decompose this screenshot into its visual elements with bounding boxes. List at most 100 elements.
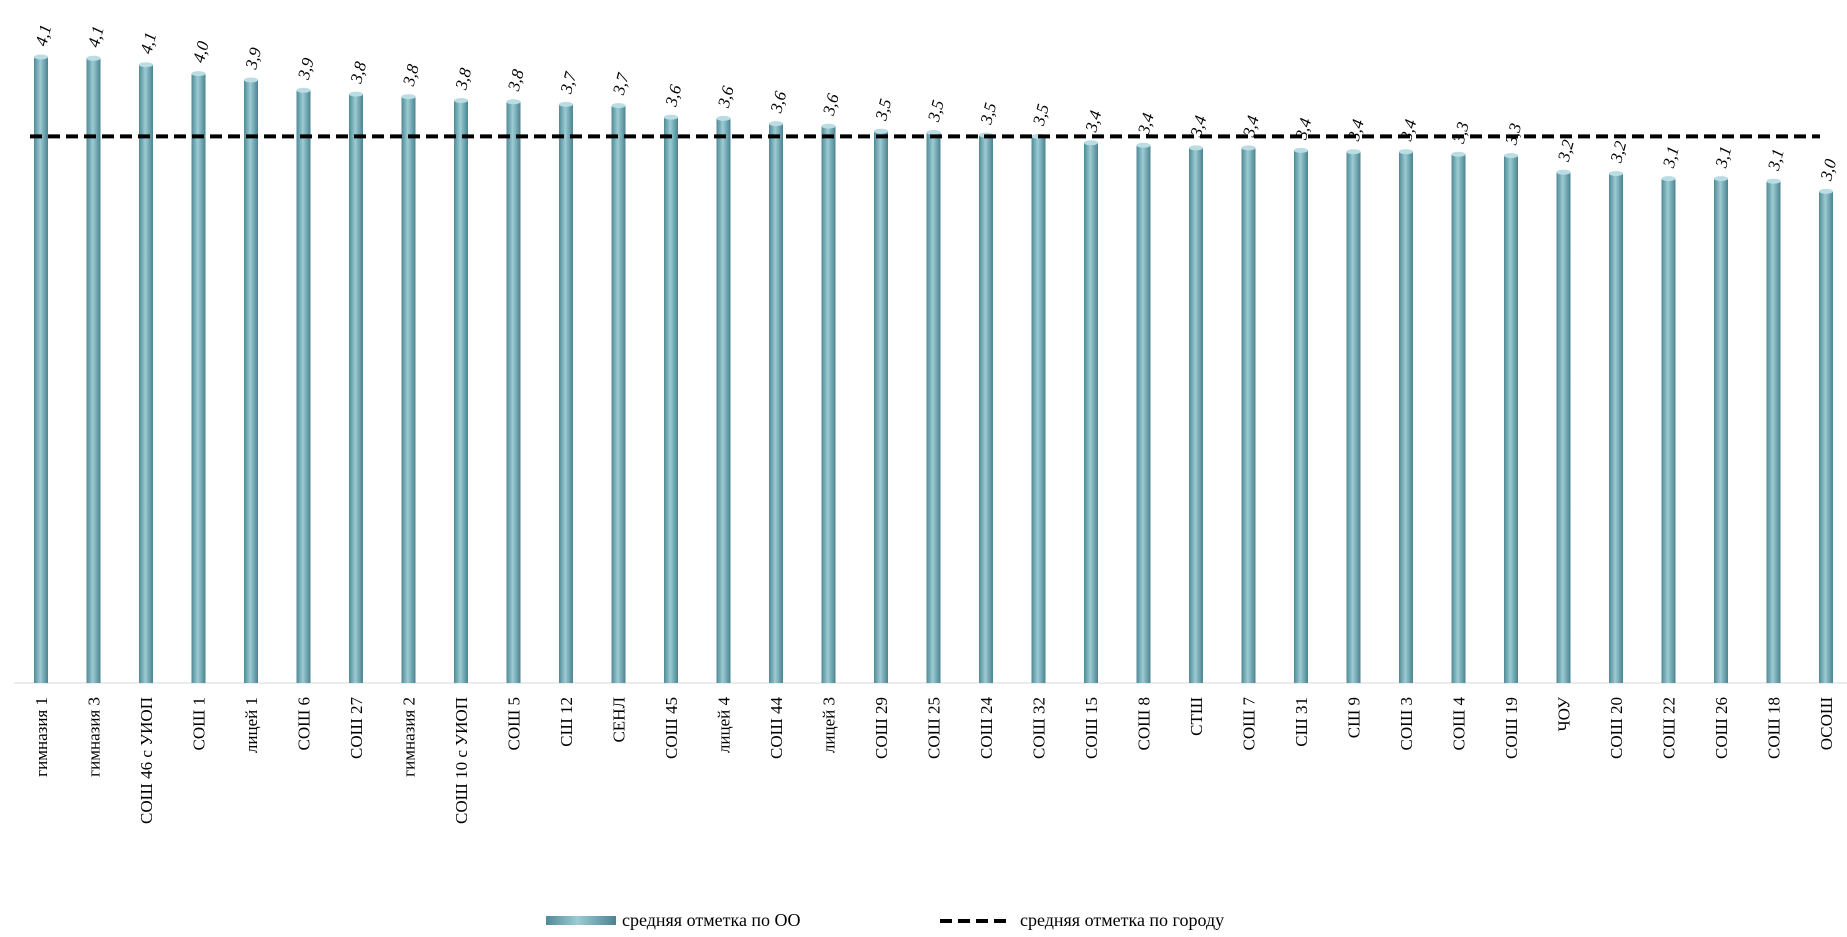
bar — [1294, 150, 1308, 683]
bar — [821, 126, 836, 684]
category-label: СТШ — [1187, 697, 1206, 736]
legend-label-city-average: средняя отметка по городу — [1020, 910, 1224, 930]
bar-top-cap — [611, 103, 626, 109]
category-label: СОШ 29 — [872, 697, 891, 759]
bar-top-cap — [1609, 171, 1623, 176]
category-label: лицей 1 — [242, 697, 261, 753]
category-label: СОШ 15 — [1082, 697, 1101, 759]
bar-top-cap — [559, 101, 573, 107]
bar — [296, 90, 311, 684]
bar — [1556, 172, 1571, 683]
value-label: 3,3 — [1449, 120, 1473, 146]
category-label: ОСОШ — [1817, 697, 1836, 750]
bar — [769, 123, 783, 684]
bar — [1399, 151, 1413, 683]
category-label: СОШ 1 — [190, 697, 209, 751]
legend-item-city-average: средняя отметка по городу — [940, 910, 1224, 930]
value-label: 3,4 — [1344, 117, 1368, 144]
category-label: лицей 3 — [820, 697, 839, 753]
value-label: 4,0 — [189, 39, 213, 65]
bar — [506, 101, 521, 684]
category-label: гимназия 1 — [32, 697, 51, 777]
category-label: СШ 31 — [1292, 697, 1311, 747]
category-label: СОШ 26 — [1712, 697, 1731, 759]
bar-top-cap — [1766, 178, 1781, 184]
legend-label-school-average: средняя отметка по ОО — [622, 910, 801, 930]
category-label: гимназия 2 — [400, 697, 419, 777]
category-label: СОШ 45 — [662, 697, 681, 759]
category-label: СОШ 10 с УИОП — [452, 697, 471, 824]
bar-top-cap — [401, 94, 416, 100]
category-label: СОШ 8 — [1135, 697, 1154, 751]
category-label: СОШ 20 — [1607, 697, 1626, 759]
bar — [1084, 142, 1098, 684]
bar — [1714, 178, 1728, 683]
category-labels: гимназия 1 гимназия 3 СОШ 46 с УИОП СОШ 1 ли… — [32, 696, 1836, 824]
bar — [1451, 154, 1466, 684]
bar-top-cap — [349, 91, 363, 97]
category-label: СОШ 22 — [1660, 697, 1679, 759]
value-label: 4,1 — [32, 23, 56, 48]
value-label: 3,4 — [1081, 108, 1105, 135]
value-label: 3,7 — [609, 70, 633, 98]
category-label: СОШ 6 — [295, 697, 314, 751]
value-label: 3,8 — [399, 62, 423, 89]
value-label: 4,1 — [84, 24, 108, 49]
value-label: 3,2 — [1606, 139, 1630, 166]
bar — [559, 104, 573, 683]
plot-area: 4,1 4,1 4,1 4,0 3,9 3,9 3,8 3,8 3,8 3,8 3,7 3,7 3,6 3… — [14, 23, 1847, 824]
category-label: СОШ 46 с УИОП — [137, 697, 156, 824]
bar-top-cap — [244, 77, 258, 83]
value-label: 3,3 — [1501, 121, 1525, 147]
bar-top-cap — [1819, 188, 1833, 194]
bar — [1766, 181, 1781, 683]
value-label: 3,1 — [1711, 144, 1735, 170]
bars — [34, 54, 1833, 684]
value-label: 3,8 — [346, 59, 370, 86]
bar — [1189, 147, 1203, 683]
bar — [1346, 151, 1361, 683]
value-label: 3,7 — [556, 69, 580, 97]
bar-top-cap — [1294, 147, 1308, 153]
bar-top-cap — [1556, 169, 1571, 175]
category-label: СОШ 44 — [767, 697, 786, 760]
bar — [139, 64, 153, 683]
bar-top-cap — [1189, 145, 1203, 151]
category-label: СОШ 5 — [505, 697, 524, 751]
value-labels: 4,1 4,1 4,1 4,0 3,9 3,9 3,8 3,8 3,8 3,8 3,7 3,7 3,6 3… — [32, 23, 1841, 184]
category-label: СОШ 4 — [1450, 697, 1469, 751]
category-label: СОШ 25 — [925, 697, 944, 759]
bar — [1241, 147, 1256, 683]
bar-top-cap — [1399, 149, 1413, 155]
value-label: 3,5 — [924, 98, 948, 124]
bar — [454, 100, 468, 683]
value-label: 3,6 — [819, 91, 843, 118]
value-label: 3,4 — [1396, 117, 1420, 144]
bar — [1609, 173, 1623, 683]
bar — [1819, 191, 1833, 683]
category-label: СШ 9 — [1345, 697, 1364, 738]
category-label: СОШ 3 — [1397, 697, 1416, 751]
bar — [926, 132, 941, 683]
bar-top-cap — [1714, 176, 1728, 182]
value-label: 3,8 — [451, 66, 475, 93]
legend-item-school-average: средняя отметка по ОО — [546, 910, 801, 930]
bar-top-cap — [716, 115, 731, 121]
bar — [611, 105, 626, 684]
bar-top-cap — [1504, 153, 1518, 159]
bar-top-cap — [139, 62, 153, 68]
value-label: 3,0 — [1816, 157, 1840, 184]
category-label: ЧОУ — [1555, 696, 1574, 731]
bar — [664, 117, 678, 683]
bar-top-cap — [506, 99, 521, 105]
value-label: 3,4 — [1134, 110, 1158, 137]
value-label: 3,6 — [661, 82, 685, 109]
bar — [1504, 155, 1518, 684]
category-label: СОШ 7 — [1240, 697, 1259, 751]
legend-swatch-bar — [546, 916, 616, 925]
bar-top-cap — [454, 98, 468, 103]
bar-top-cap — [1346, 149, 1361, 155]
bar-top-cap — [1241, 145, 1256, 151]
bar — [86, 58, 101, 684]
category-label: СОШ 18 — [1765, 697, 1784, 759]
